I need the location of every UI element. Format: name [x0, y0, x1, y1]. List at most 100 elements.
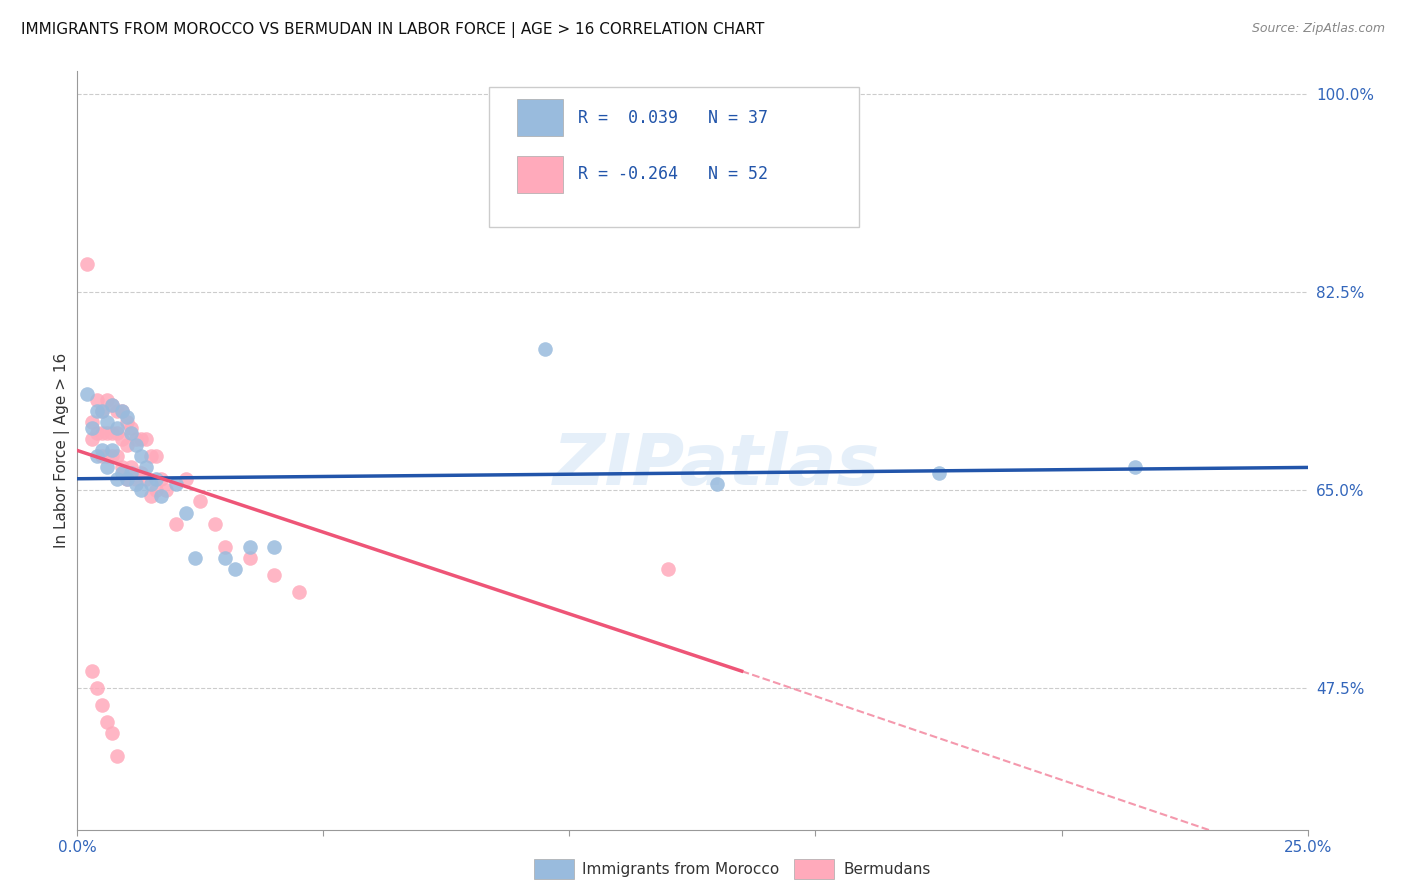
Point: [115, 415, 138, 429]
Text: Bermudans: Bermudans: [844, 863, 931, 877]
Point: [96, 392, 118, 407]
Point: [105, 421, 128, 435]
Point: [288, 585, 311, 599]
Text: Source: ZipAtlas.com: Source: ZipAtlas.com: [1251, 22, 1385, 36]
Point: [101, 449, 124, 463]
Point: [82, 421, 104, 435]
Text: IMMIGRANTS FROM MOROCCO VS BERMUDAN IN LABOR FORCE | AGE > 16 CORRELATION CHART: IMMIGRANTS FROM MOROCCO VS BERMUDAN IN L…: [21, 22, 765, 38]
Point: [129, 449, 153, 463]
Point: [657, 562, 679, 576]
Point: [111, 466, 132, 480]
Point: [111, 404, 132, 418]
Point: [165, 516, 187, 531]
Point: [129, 466, 153, 480]
Point: [239, 551, 262, 566]
Point: [263, 540, 285, 554]
Point: [174, 472, 197, 486]
Point: [145, 483, 167, 497]
Point: [105, 426, 128, 441]
Point: [86, 392, 108, 407]
FancyBboxPatch shape: [516, 99, 564, 136]
Point: [82, 664, 104, 678]
Text: R =  0.039   N = 37: R = 0.039 N = 37: [578, 109, 768, 127]
FancyBboxPatch shape: [516, 156, 564, 193]
Point: [188, 494, 212, 508]
Point: [141, 489, 163, 503]
Point: [121, 426, 143, 441]
Point: [76, 257, 98, 271]
Point: [86, 449, 108, 463]
Point: [135, 472, 157, 486]
Point: [115, 472, 138, 486]
Point: [101, 443, 124, 458]
Point: [129, 483, 153, 497]
Point: [115, 438, 138, 452]
Point: [105, 472, 128, 486]
Point: [82, 415, 104, 429]
Point: [141, 449, 163, 463]
Point: [115, 472, 138, 486]
Point: [90, 404, 114, 418]
Point: [121, 421, 143, 435]
Point: [86, 426, 108, 441]
Point: [96, 714, 118, 729]
Point: [125, 472, 148, 486]
Point: [121, 466, 143, 480]
Point: [165, 477, 187, 491]
Point: [96, 426, 118, 441]
Point: [96, 415, 118, 429]
Point: [150, 489, 173, 503]
Point: [90, 404, 114, 418]
Point: [76, 387, 98, 401]
Point: [105, 449, 128, 463]
Point: [214, 551, 236, 566]
Point: [155, 483, 177, 497]
Point: [184, 551, 207, 566]
Point: [145, 472, 167, 486]
Point: [214, 540, 236, 554]
Point: [239, 540, 262, 554]
Point: [125, 477, 148, 491]
Point: [125, 438, 148, 452]
Point: [105, 404, 128, 418]
Point: [706, 477, 728, 491]
Text: R = -0.264   N = 52: R = -0.264 N = 52: [578, 166, 768, 184]
Text: Immigrants from Morocco: Immigrants from Morocco: [582, 863, 779, 877]
Point: [111, 432, 132, 446]
Point: [96, 460, 118, 475]
Point: [174, 506, 197, 520]
Point: [224, 562, 246, 576]
Point: [86, 681, 108, 695]
Point: [263, 568, 285, 582]
Point: [111, 404, 132, 418]
Point: [101, 398, 124, 412]
Point: [135, 432, 157, 446]
Point: [129, 432, 153, 446]
Point: [928, 466, 950, 480]
Point: [101, 398, 124, 412]
Point: [90, 426, 114, 441]
Y-axis label: In Labor Force | Age > 16: In Labor Force | Age > 16: [55, 353, 70, 548]
Point: [135, 460, 157, 475]
Point: [82, 432, 104, 446]
Point: [121, 460, 143, 475]
Point: [90, 698, 114, 712]
Point: [96, 449, 118, 463]
Point: [150, 472, 173, 486]
Point: [125, 432, 148, 446]
Point: [101, 726, 124, 740]
Point: [111, 460, 132, 475]
Point: [90, 443, 114, 458]
Point: [1125, 460, 1147, 475]
Text: ZIPatlas: ZIPatlas: [554, 431, 880, 500]
Point: [90, 449, 114, 463]
Point: [86, 404, 108, 418]
Point: [115, 409, 138, 424]
Point: [204, 516, 226, 531]
Point: [105, 749, 128, 764]
Point: [141, 477, 163, 491]
Point: [145, 449, 167, 463]
Point: [534, 342, 557, 356]
FancyBboxPatch shape: [489, 87, 859, 227]
Point: [101, 426, 124, 441]
